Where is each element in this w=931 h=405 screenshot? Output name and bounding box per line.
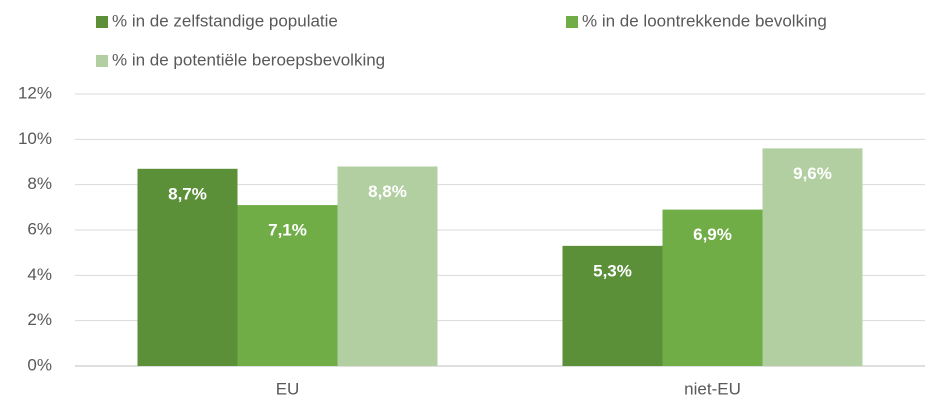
value-label: 6,9% [693,225,732,244]
y-tick-label: 8% [27,174,52,193]
bar [762,148,863,366]
x-tick-label: EU [276,379,300,398]
legend-label: % in de zelfstandige populatie [112,11,338,30]
value-label: 8,7% [168,184,207,203]
legend-label: % in de loontrekkende bevolking [582,11,827,30]
y-tick-label: 12% [18,83,52,102]
y-tick-label: 4% [27,265,52,284]
x-tick-label: niet-EU [684,379,741,398]
value-label: 5,3% [593,261,632,280]
y-tick-label: 0% [27,355,52,374]
value-label: 8,8% [368,182,407,201]
bar [137,168,238,366]
bar [562,245,663,366]
value-label: 7,1% [268,221,307,240]
y-tick-label: 10% [18,129,52,148]
bar [237,205,338,366]
bar [337,166,438,366]
legend-swatch [96,16,108,28]
y-tick-label: 2% [27,310,52,329]
value-label: 9,6% [793,164,832,183]
legend-swatch [566,16,578,28]
y-tick-label: 6% [27,219,52,238]
bar [662,209,763,366]
legend-swatch [96,55,108,67]
legend-label: % in de potentiële beroepsbevolking [112,50,385,69]
